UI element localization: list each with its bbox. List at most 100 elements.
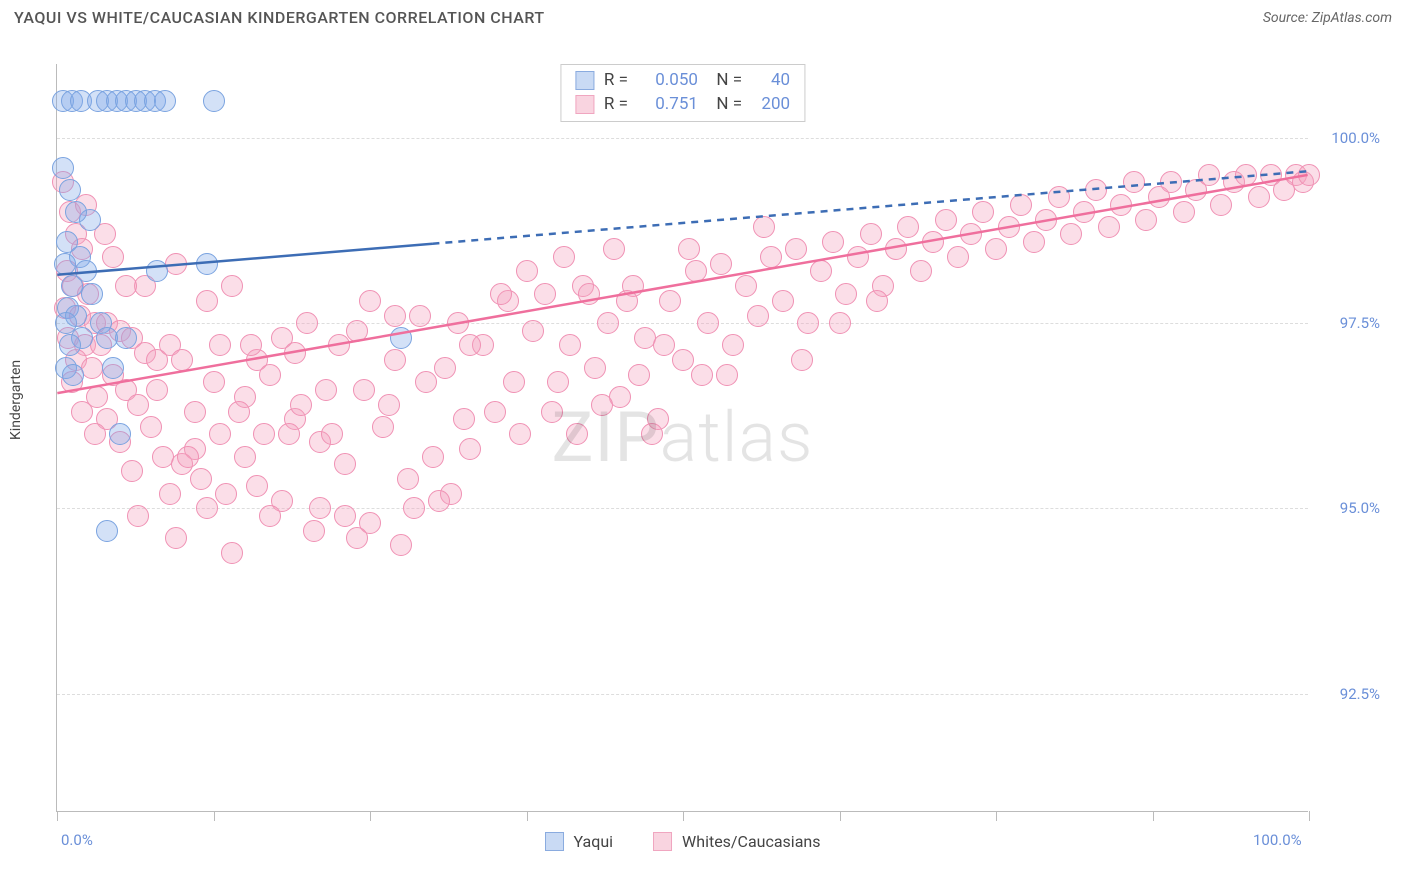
data-point-whites bbox=[196, 290, 218, 312]
data-point-whites bbox=[922, 231, 944, 253]
data-point-whites bbox=[453, 408, 475, 430]
data-point-whites bbox=[609, 386, 631, 408]
data-point-whites bbox=[384, 305, 406, 327]
data-point-whites bbox=[221, 275, 243, 297]
correlation-legend: R =0.050 N =40R =0.751 N =200 bbox=[560, 64, 805, 122]
data-point-whites bbox=[1010, 194, 1032, 216]
legend-label-yaqui: Yaqui bbox=[574, 832, 614, 851]
data-point-whites bbox=[516, 260, 538, 282]
data-point-whites bbox=[541, 401, 563, 423]
data-point-whites bbox=[315, 379, 337, 401]
data-point-whites bbox=[415, 371, 437, 393]
data-point-whites bbox=[578, 283, 600, 305]
data-point-whites bbox=[184, 401, 206, 423]
data-point-whites bbox=[228, 401, 250, 423]
legend-swatch-whites bbox=[653, 832, 672, 851]
legend-r-label: R = bbox=[604, 69, 628, 93]
data-point-whites bbox=[159, 483, 181, 505]
data-point-whites bbox=[196, 497, 218, 519]
plot-area: ZIPatlas R =0.050 N =40R =0.751 N =200 Y… bbox=[56, 64, 1308, 812]
data-point-whites bbox=[835, 283, 857, 305]
data-point-whites bbox=[459, 334, 481, 356]
data-point-whites bbox=[353, 379, 375, 401]
y-tick-label: 97.5% bbox=[1316, 314, 1380, 332]
data-point-whites bbox=[616, 290, 638, 312]
data-point-yaqui bbox=[59, 334, 81, 356]
data-point-whites bbox=[384, 349, 406, 371]
data-point-whites bbox=[791, 349, 813, 371]
series-legend: YaquiWhites/Caucasians bbox=[545, 832, 821, 851]
x-tick bbox=[840, 811, 841, 821]
data-point-whites bbox=[785, 238, 807, 260]
data-point-yaqui bbox=[115, 327, 137, 349]
data-point-whites bbox=[1173, 201, 1195, 223]
data-point-whites bbox=[84, 423, 106, 445]
data-point-yaqui bbox=[390, 327, 412, 349]
data-point-whites bbox=[998, 216, 1020, 238]
data-point-whites bbox=[885, 238, 907, 260]
data-point-whites bbox=[691, 364, 713, 386]
x-tick bbox=[1309, 811, 1310, 821]
data-point-yaqui bbox=[109, 423, 131, 445]
data-point-whites bbox=[603, 238, 625, 260]
data-point-whites bbox=[1085, 179, 1107, 201]
data-point-whites bbox=[722, 334, 744, 356]
data-point-whites bbox=[447, 312, 469, 334]
x-tick bbox=[370, 811, 371, 821]
data-point-whites bbox=[641, 423, 663, 445]
data-point-whites bbox=[1198, 164, 1220, 186]
data-point-whites bbox=[935, 209, 957, 231]
data-point-whites bbox=[290, 394, 312, 416]
data-point-yaqui bbox=[62, 364, 84, 386]
data-point-whites bbox=[203, 371, 225, 393]
data-point-yaqui bbox=[59, 179, 81, 201]
data-point-whites bbox=[591, 394, 613, 416]
gridline-h bbox=[57, 694, 1308, 695]
data-point-whites bbox=[284, 342, 306, 364]
data-point-whites bbox=[403, 497, 425, 519]
data-point-whites bbox=[1235, 164, 1257, 186]
data-point-whites bbox=[215, 483, 237, 505]
data-point-whites bbox=[372, 416, 394, 438]
data-point-whites bbox=[390, 534, 412, 556]
data-point-whites bbox=[259, 364, 281, 386]
data-point-whites bbox=[221, 542, 243, 564]
data-point-yaqui bbox=[203, 90, 225, 112]
chart-source: Source: ZipAtlas.com bbox=[1263, 10, 1392, 26]
data-point-whites bbox=[127, 505, 149, 527]
y-tick-label: 92.5% bbox=[1316, 685, 1380, 703]
data-point-whites bbox=[209, 423, 231, 445]
data-point-yaqui bbox=[61, 275, 83, 297]
x-tick-label: 100.0% bbox=[1253, 831, 1302, 849]
regression-lines bbox=[57, 64, 1308, 811]
data-point-whites bbox=[1023, 231, 1045, 253]
data-point-whites bbox=[177, 446, 199, 468]
legend-swatch-whites bbox=[575, 95, 594, 114]
data-point-whites bbox=[334, 453, 356, 475]
gridline-h bbox=[57, 508, 1308, 509]
data-point-whites bbox=[829, 312, 851, 334]
data-point-whites bbox=[434, 357, 456, 379]
data-point-whites bbox=[534, 283, 556, 305]
data-point-whites bbox=[209, 334, 231, 356]
legend-n-label: N = bbox=[708, 69, 742, 93]
data-point-whites bbox=[378, 394, 400, 416]
data-point-whites bbox=[1060, 223, 1082, 245]
data-point-yaqui bbox=[196, 253, 218, 275]
data-point-whites bbox=[165, 253, 187, 275]
data-point-whites bbox=[716, 364, 738, 386]
data-point-whites bbox=[171, 349, 193, 371]
data-point-whites bbox=[303, 520, 325, 542]
data-point-whites bbox=[359, 290, 381, 312]
data-point-whites bbox=[503, 371, 525, 393]
data-point-whites bbox=[553, 246, 575, 268]
data-point-whites bbox=[459, 438, 481, 460]
data-point-whites bbox=[296, 312, 318, 334]
data-point-whites bbox=[797, 312, 819, 334]
data-point-whites bbox=[1298, 164, 1320, 186]
legend-row-yaqui: R =0.050 N =40 bbox=[575, 69, 790, 93]
gridline-h bbox=[57, 323, 1308, 324]
legend-swatch-yaqui bbox=[575, 71, 594, 90]
x-tick bbox=[57, 811, 58, 821]
data-point-whites bbox=[240, 334, 262, 356]
